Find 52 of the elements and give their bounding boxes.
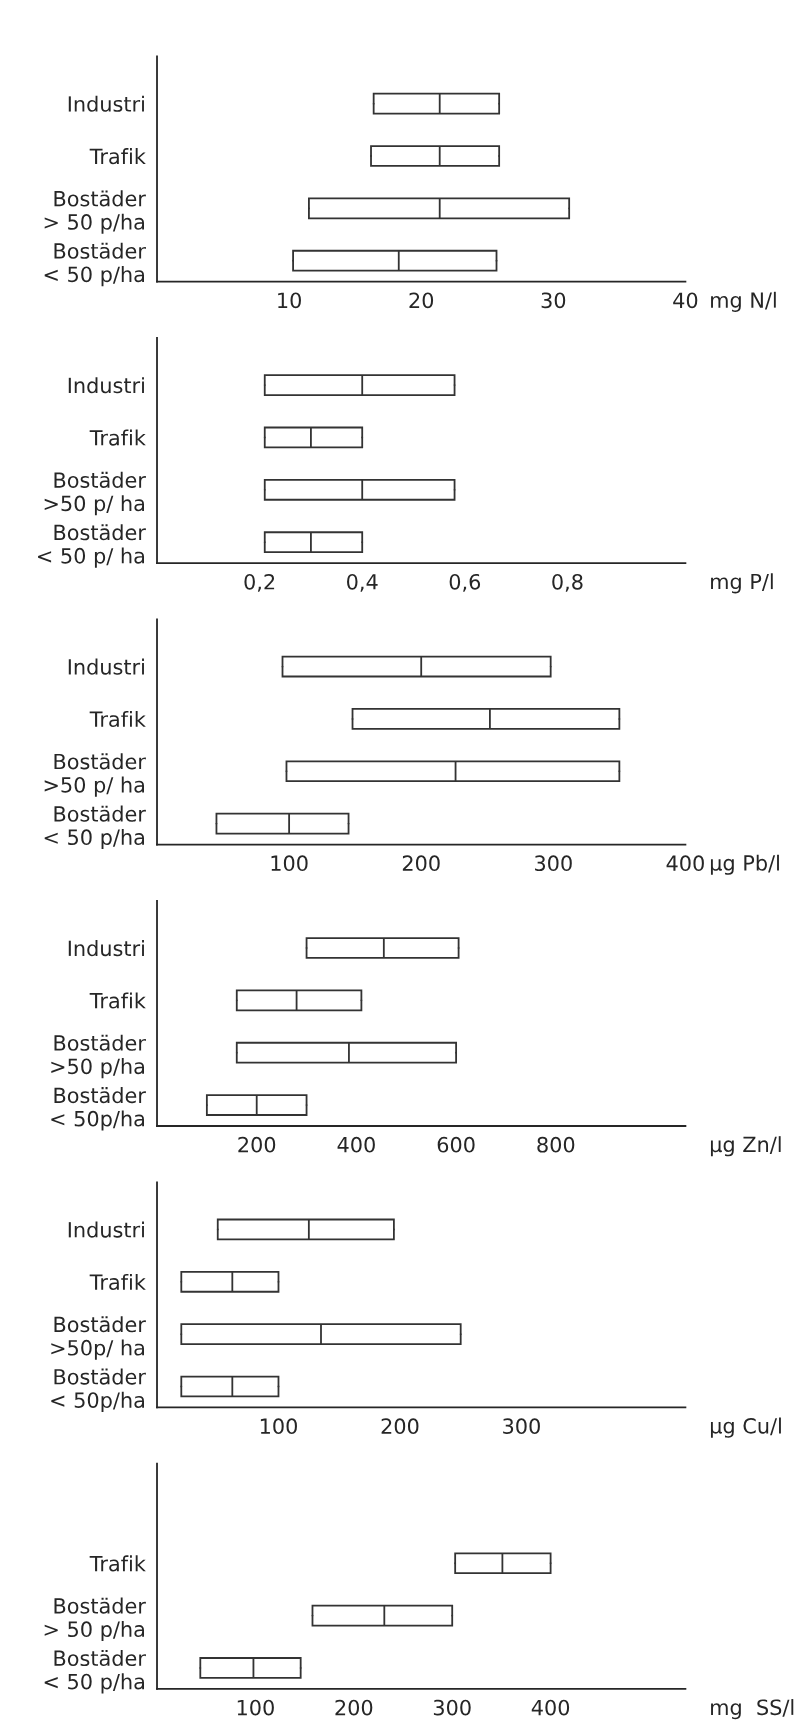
y-tick-label: Trafik bbox=[89, 1555, 146, 1572]
y-tick-label: Trafik bbox=[89, 429, 146, 446]
x-tick-label: 400 bbox=[337, 1136, 375, 1153]
y-tick-label: Bostäder > 50 p/ha bbox=[44, 1597, 146, 1642]
y-tick-label: Industri bbox=[68, 95, 144, 112]
x-tick-label: 0,2 bbox=[244, 573, 275, 592]
x-tick-label: 100 bbox=[237, 1699, 274, 1716]
y-tick-label: Trafik bbox=[89, 1273, 146, 1291]
x-tick-label: 300 bbox=[503, 1418, 540, 1435]
x-axis-title: mg N/l bbox=[711, 291, 776, 312]
y-tick-label: Bostäder >50 p/ ha bbox=[44, 753, 146, 797]
y-tick-label: Industri bbox=[68, 658, 144, 675]
x-tick-label: 400 bbox=[666, 855, 704, 872]
x-axis-title: µg Pb/l bbox=[710, 854, 779, 875]
x-tick-label: 0,6 bbox=[449, 573, 481, 592]
y-tick-label: Industri bbox=[68, 377, 144, 394]
x-tick-label: 800 bbox=[537, 1136, 575, 1153]
y-tick-label: Bostäder < 50 p/ha bbox=[44, 1649, 146, 1694]
x-tick-label: 100 bbox=[260, 1418, 297, 1435]
x-tick-label: 40 bbox=[673, 292, 698, 309]
x-tick-label: 100 bbox=[271, 855, 308, 872]
x-tick-label: 600 bbox=[437, 1136, 475, 1153]
x-axis-title: mg P/l bbox=[711, 573, 773, 594]
x-tick-label: 200 bbox=[335, 1699, 373, 1716]
x-axis-title: mg SS/l bbox=[711, 1699, 794, 1720]
y-tick-label: Industri bbox=[68, 1221, 144, 1238]
y-tick-label: Trafik bbox=[89, 710, 146, 728]
x-tick-label: 300 bbox=[535, 855, 572, 872]
y-tick-label: Bostäder >50 p/ ha bbox=[44, 471, 146, 516]
y-tick-label: Bostäder < 50 p/ ha bbox=[38, 524, 146, 568]
y-tick-label: Bostäder < 50 p/ha bbox=[44, 242, 146, 287]
y-tick-label: Bostäder < 50 p/ha bbox=[44, 805, 146, 850]
x-tick-label: 30 bbox=[541, 292, 566, 309]
y-tick-label: Bostäder >50p/ ha bbox=[51, 1316, 146, 1360]
y-tick-label: Industri bbox=[68, 940, 144, 957]
x-axis-title: µg Cu/l bbox=[710, 1417, 781, 1438]
x-tick-label: 0,4 bbox=[347, 573, 378, 592]
y-tick-label: Trafik bbox=[89, 148, 146, 165]
x-tick-label: 200 bbox=[402, 855, 440, 872]
x-tick-label: 300 bbox=[433, 1699, 471, 1716]
y-tick-label: Trafik bbox=[89, 992, 146, 1009]
x-tick-label: 200 bbox=[238, 1136, 276, 1153]
x-tick-label: 20 bbox=[409, 292, 434, 309]
x-tick-label: 400 bbox=[531, 1699, 570, 1716]
x-tick-label: 200 bbox=[381, 1418, 419, 1435]
y-tick-label: Bostäder < 50p/ha bbox=[51, 1368, 146, 1413]
y-tick-label: Bostäder < 50p/ha bbox=[51, 1087, 146, 1131]
x-axis-title: µg Zn/l bbox=[710, 1136, 781, 1157]
y-tick-label: Bostäder > 50 p/ha bbox=[44, 190, 146, 234]
x-tick-label: 10 bbox=[278, 292, 301, 309]
x-tick-label: 0,8 bbox=[552, 573, 583, 592]
y-tick-label: Bostäder >50 p/ha bbox=[51, 1034, 146, 1079]
